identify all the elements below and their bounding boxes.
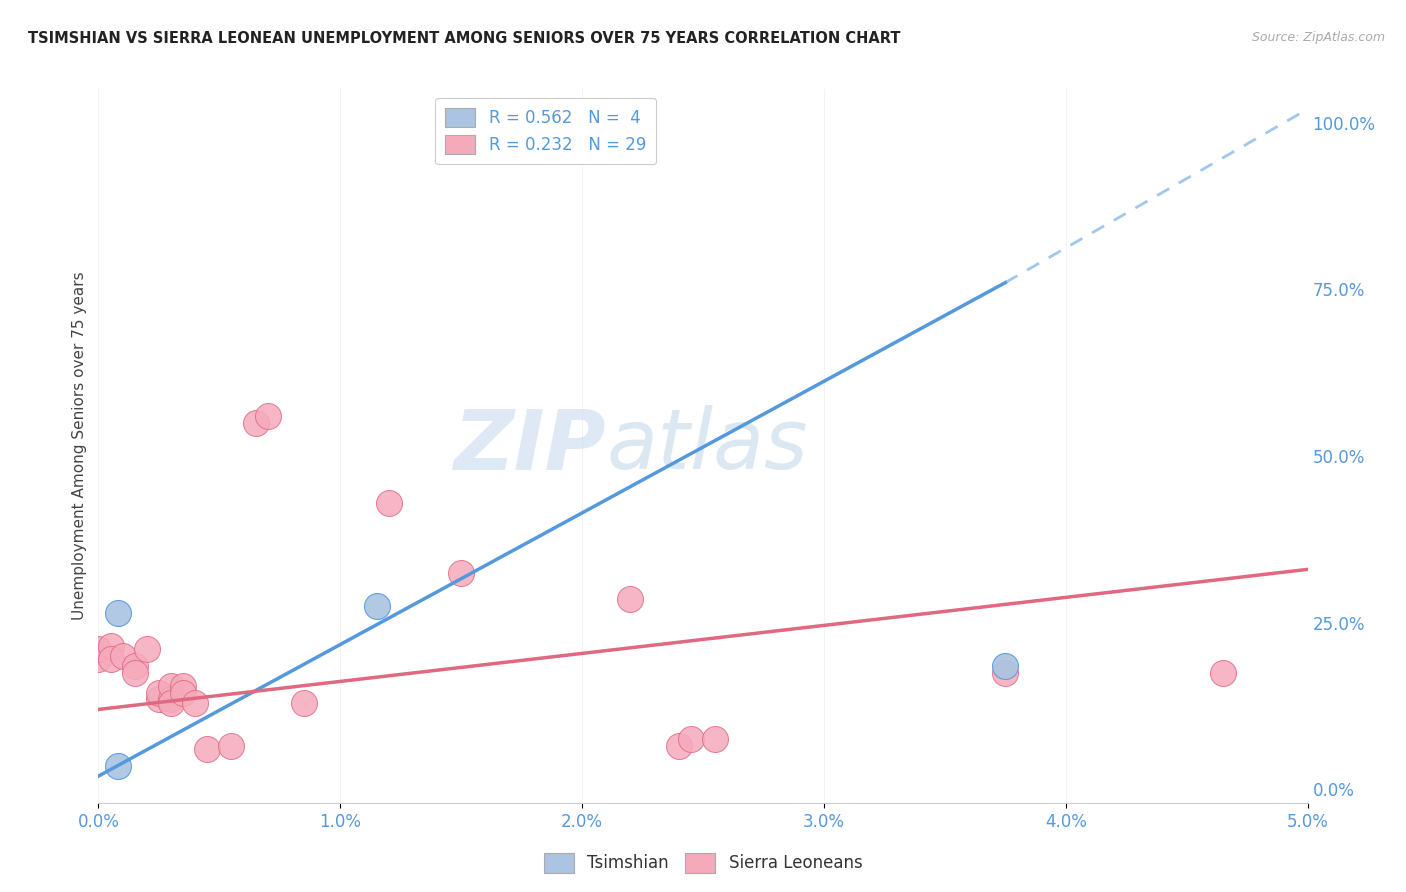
Point — [148, 686, 170, 700]
Text: TSIMSHIAN VS SIERRA LEONEAN UNEMPLOYMENT AMONG SENIORS OVER 75 YEARS CORRELATION: TSIMSHIAN VS SIERRA LEONEAN UNEMPLOYMENT… — [28, 31, 901, 46]
Legend: R = 0.562   N =  4, R = 0.232   N = 29: R = 0.562 N = 4, R = 0.232 N = 29 — [436, 97, 657, 164]
Point — [377, 496, 399, 510]
Point — [100, 652, 122, 666]
Point — [107, 759, 129, 773]
Point — [994, 659, 1017, 673]
Legend: Tsimshian, Sierra Leoneans: Tsimshian, Sierra Leoneans — [537, 847, 869, 880]
Point — [172, 679, 194, 693]
Text: ZIP: ZIP — [454, 406, 606, 486]
Point — [679, 732, 702, 747]
Point — [184, 696, 207, 710]
Point — [160, 679, 183, 693]
Point — [148, 692, 170, 706]
Point — [292, 696, 315, 710]
Point — [450, 566, 472, 580]
Point — [245, 416, 267, 430]
Point — [256, 409, 278, 423]
Point — [221, 739, 243, 753]
Point — [87, 642, 110, 657]
Text: Source: ZipAtlas.com: Source: ZipAtlas.com — [1251, 31, 1385, 45]
Point — [100, 639, 122, 653]
Point — [87, 652, 110, 666]
Point — [124, 665, 146, 680]
Point — [111, 649, 134, 664]
Point — [172, 686, 194, 700]
Point — [160, 696, 183, 710]
Point — [619, 592, 641, 607]
Point — [107, 606, 129, 620]
Point — [994, 665, 1017, 680]
Point — [1212, 665, 1234, 680]
Point — [704, 732, 727, 747]
Y-axis label: Unemployment Among Seniors over 75 years: Unemployment Among Seniors over 75 years — [72, 272, 87, 620]
Point — [160, 692, 183, 706]
Point — [135, 642, 157, 657]
Text: atlas: atlas — [606, 406, 808, 486]
Point — [195, 742, 218, 756]
Point — [668, 739, 690, 753]
Point — [124, 659, 146, 673]
Point — [366, 599, 388, 613]
